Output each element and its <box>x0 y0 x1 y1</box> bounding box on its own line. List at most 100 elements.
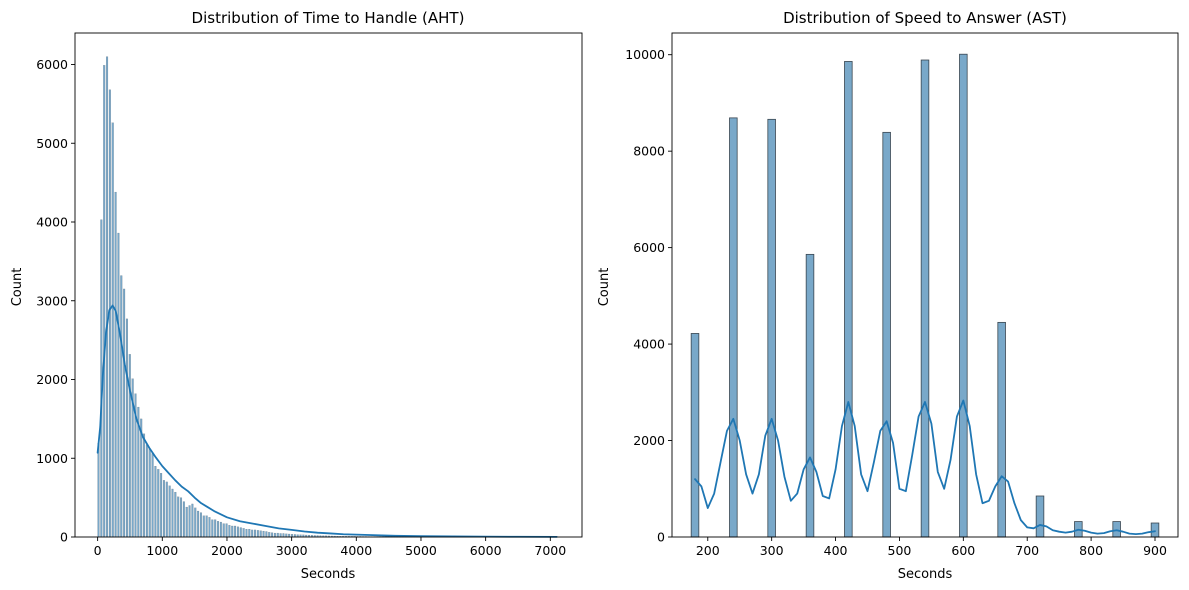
aht-histogram-bar <box>194 507 197 538</box>
aht-histogram-bar <box>265 531 268 538</box>
ast-histogram-bar <box>690 333 700 538</box>
aht-y-tick-label: 2000 <box>36 372 68 387</box>
ast-y-tick-label: 8000 <box>633 144 665 159</box>
aht-histogram-bar <box>125 318 128 538</box>
aht-histogram-bar <box>273 532 276 538</box>
aht-histogram-bar <box>157 469 160 538</box>
aht-histogram-bar <box>228 525 231 538</box>
aht-histogram-bar <box>106 56 109 538</box>
ast-histogram-bar <box>997 321 1006 538</box>
ast-y-tick-label: 0 <box>657 530 665 545</box>
aht-histogram-bar <box>111 122 114 538</box>
aht-histogram-bar <box>168 485 171 538</box>
ast-histogram-bar <box>805 253 815 538</box>
aht-y-tick-label: 3000 <box>36 293 68 308</box>
aht-histogram-bar <box>251 529 254 538</box>
aht-histogram-bar <box>151 453 154 538</box>
aht-histogram-bar <box>276 532 279 538</box>
aht-histogram-bar <box>171 488 174 538</box>
aht-y-tick-label: 5000 <box>36 136 68 151</box>
ast-x-tick-label: 300 <box>760 543 784 558</box>
aht-histogram-bar <box>214 519 217 538</box>
ast-x-tick-label: 200 <box>696 543 720 558</box>
aht-histogram-bar <box>174 491 177 538</box>
ast-x-tick-label: 500 <box>888 543 912 558</box>
aht-y-tick-label: 0 <box>60 530 68 545</box>
aht-histogram-bar <box>128 354 131 538</box>
aht-histogram-bar <box>225 523 228 538</box>
aht-histogram-bar <box>165 481 168 538</box>
aht-histogram-bar <box>248 529 251 538</box>
aht-histogram-bar <box>199 512 202 538</box>
aht-plot-area: 0 1000 2000 3000 4000 5000 6000 7000 0 1000 2000 30… <box>36 32 583 558</box>
aht-y-axis-label: Count <box>10 268 25 307</box>
ast-y-axis-label: Count <box>597 268 612 307</box>
aht-histogram-bar <box>114 191 117 538</box>
aht-y-tick-label: 1000 <box>36 451 68 466</box>
aht-histogram-bar <box>191 503 194 538</box>
ast-histogram-bar <box>1112 521 1121 538</box>
aht-y-tick-label: 6000 <box>36 57 68 72</box>
aht-histogram-bar <box>236 526 239 538</box>
aht-histogram-bar <box>268 532 271 538</box>
aht-histogram-bar <box>231 525 234 538</box>
ast-histogram-panel: Distribution of Speed to Answer (AST) Se… <box>597 9 1179 582</box>
aht-x-tick-label: 1000 <box>146 543 178 558</box>
aht-histogram-bar <box>262 530 265 538</box>
aht-x-tick-label: 4000 <box>340 543 372 558</box>
ast-x-tick-label: 400 <box>824 543 848 558</box>
ast-chart-title: Distribution of Speed to Answer (AST) <box>783 9 1067 27</box>
ast-x-tick-label: 900 <box>1143 543 1167 558</box>
ast-plot-area: 200 300 400 500 600 700 800 900 0 2000 4000 6000 800… <box>625 32 1179 558</box>
ast-histogram-bar <box>882 131 891 538</box>
aht-histogram-bar <box>282 533 285 538</box>
ast-plot-frame <box>671 32 1179 538</box>
aht-histogram-bar <box>97 443 100 538</box>
ast-kde-line <box>694 399 1156 536</box>
aht-histogram-bar <box>143 433 146 538</box>
ast-y-tick-label: 6000 <box>633 240 665 255</box>
aht-histogram-bar <box>219 521 222 538</box>
aht-histogram-bar <box>177 496 180 538</box>
aht-histogram-panel: Distribution of Time to Handle (AHT) Sec… <box>10 9 583 582</box>
aht-histogram-bar <box>160 473 163 538</box>
aht-x-tick-label: 2000 <box>211 543 243 558</box>
aht-chart-title: Distribution of Time to Handle (AHT) <box>192 9 465 27</box>
ast-x-axis-label: Seconds <box>898 567 953 582</box>
ast-histogram-bar <box>767 118 776 538</box>
aht-histogram-bar <box>271 532 274 538</box>
aht-histogram-bar <box>254 529 257 538</box>
ast-histogram-bar <box>844 61 853 538</box>
aht-x-axis-label: Seconds <box>301 567 356 582</box>
aht-histogram-bar <box>234 525 237 538</box>
aht-histogram-bar <box>123 288 126 538</box>
ast-x-tick-label: 800 <box>1079 543 1103 558</box>
aht-x-tick-label: 6000 <box>470 543 502 558</box>
aht-histogram-bar <box>180 497 183 538</box>
aht-x-tick-label: 3000 <box>276 543 308 558</box>
aht-kde-line <box>96 304 558 538</box>
aht-histogram-bar <box>239 527 242 538</box>
aht-histogram-bar <box>242 528 245 538</box>
aht-histogram-bar <box>217 521 220 538</box>
aht-histogram-bar <box>208 517 211 538</box>
ast-histogram-bar <box>959 53 968 538</box>
ast-histogram-bar <box>1035 495 1045 538</box>
aht-histogram-bar <box>197 510 200 538</box>
ast-y-tick-label: 4000 <box>633 337 665 352</box>
aht-x-tick-label: 5000 <box>405 543 437 558</box>
aht-histogram-bar <box>148 448 151 538</box>
aht-y-tick-label: 4000 <box>36 215 68 230</box>
aht-histogram-bar <box>154 466 157 538</box>
aht-histogram-bar <box>202 515 205 538</box>
ast-y-tick-label: 2000 <box>633 433 665 448</box>
aht-histogram-bar <box>182 501 185 538</box>
ast-x-tick-label: 600 <box>951 543 975 558</box>
aht-histogram-bar <box>185 506 188 538</box>
ast-histogram-bar <box>920 59 930 538</box>
aht-histogram-bar <box>256 530 259 538</box>
aht-histogram-bar <box>145 444 148 538</box>
aht-histogram-bar <box>259 530 262 538</box>
aht-histogram-bar <box>211 519 214 538</box>
